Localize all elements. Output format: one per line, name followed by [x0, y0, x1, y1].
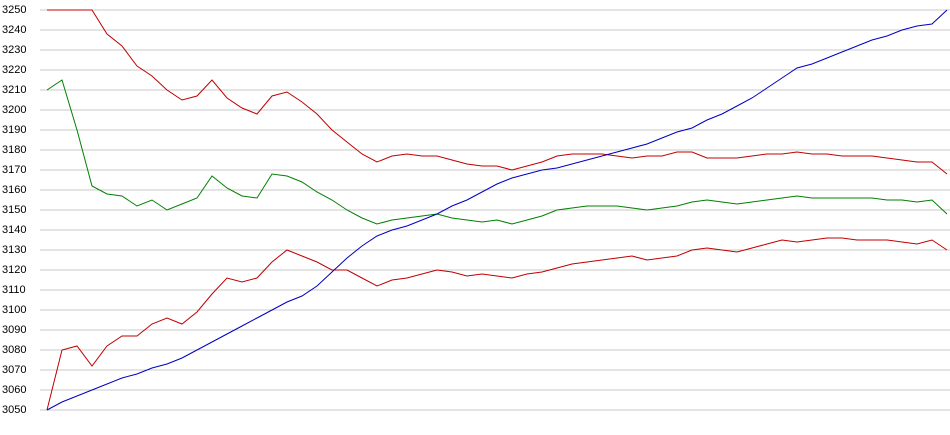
y-tick-label: 3110 — [2, 284, 26, 296]
y-tick-label: 3190 — [2, 124, 26, 136]
y-tick-label: 3220 — [2, 64, 26, 76]
series-line — [47, 9, 948, 175]
y-tick-label: 3250 — [2, 4, 26, 16]
y-tick-label: 3080 — [2, 344, 26, 356]
y-tick-label: 3140 — [2, 224, 26, 236]
y-tick-label: 3240 — [2, 24, 26, 36]
y-tick-label: 3230 — [2, 44, 26, 56]
y-tick-label: 3180 — [2, 144, 26, 156]
y-tick-label: 3160 — [2, 184, 26, 196]
y-tick-label: 3120 — [2, 264, 26, 276]
y-tick-label: 3090 — [2, 324, 26, 336]
series-line — [46, 9, 948, 411]
y-tick-label: 3130 — [2, 244, 26, 256]
y-tick-label: 3050 — [2, 404, 26, 416]
y-tick-label: 3210 — [2, 84, 26, 96]
y-tick-label: 3070 — [2, 364, 26, 376]
series-line — [46, 237, 948, 411]
y-tick-label: 3150 — [2, 204, 26, 216]
y-tick-label: 3060 — [2, 384, 26, 396]
y-tick-label: 3100 — [2, 304, 26, 316]
y-tick-label: 3200 — [2, 104, 26, 116]
series-line — [46, 79, 948, 225]
y-tick-label: 3170 — [2, 164, 26, 176]
